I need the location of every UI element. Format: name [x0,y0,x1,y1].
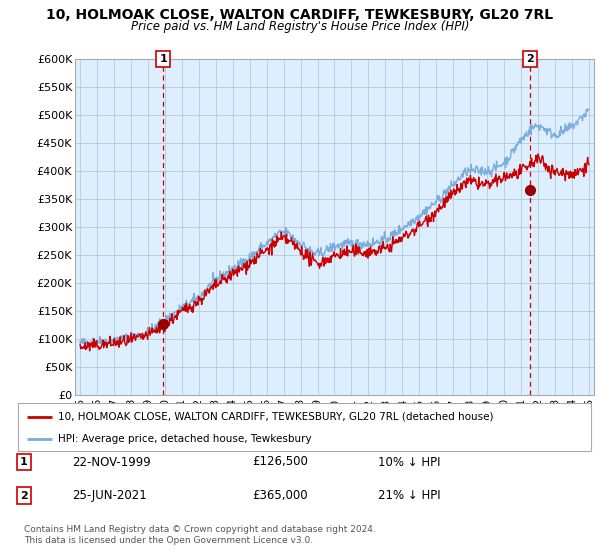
Text: £365,000: £365,000 [252,489,308,502]
Text: HPI: Average price, detached house, Tewkesbury: HPI: Average price, detached house, Tewk… [58,434,312,444]
Text: 2: 2 [526,54,533,64]
FancyBboxPatch shape [18,403,591,451]
Text: Price paid vs. HM Land Registry's House Price Index (HPI): Price paid vs. HM Land Registry's House … [131,20,469,32]
Text: 25-JUN-2021: 25-JUN-2021 [72,489,147,502]
Text: 10, HOLMOAK CLOSE, WALTON CARDIFF, TEWKESBURY, GL20 7RL: 10, HOLMOAK CLOSE, WALTON CARDIFF, TEWKE… [46,8,554,22]
Text: 10% ↓ HPI: 10% ↓ HPI [378,455,440,469]
Text: Contains HM Land Registry data © Crown copyright and database right 2024.
This d: Contains HM Land Registry data © Crown c… [24,525,376,545]
Text: 10, HOLMOAK CLOSE, WALTON CARDIFF, TEWKESBURY, GL20 7RL (detached house): 10, HOLMOAK CLOSE, WALTON CARDIFF, TEWKE… [58,412,494,422]
Text: £126,500: £126,500 [252,455,308,469]
Text: 1: 1 [160,54,167,64]
Text: 21% ↓ HPI: 21% ↓ HPI [378,489,440,502]
Text: 1: 1 [20,457,28,467]
Text: 2: 2 [20,491,28,501]
Text: 22-NOV-1999: 22-NOV-1999 [72,455,151,469]
